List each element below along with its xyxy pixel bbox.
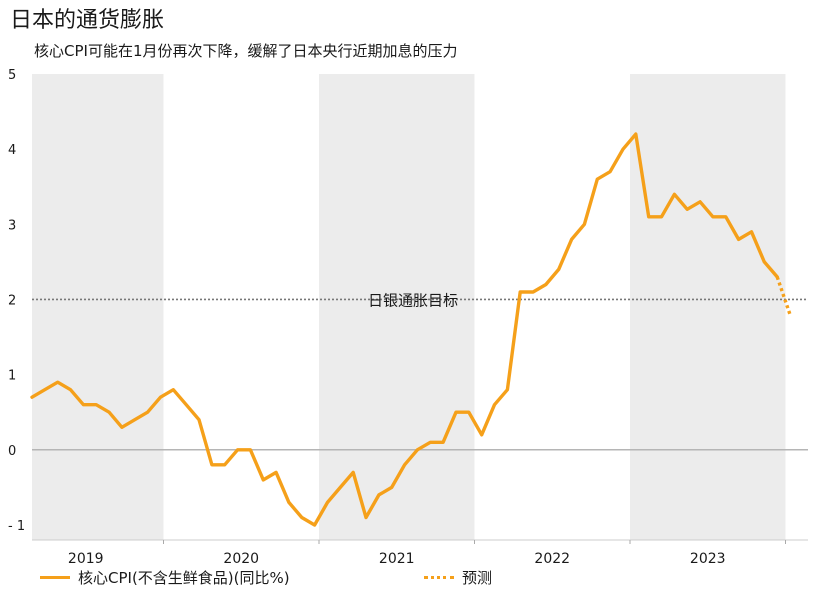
- legend-swatch-dotted: [424, 576, 454, 579]
- y-tick-label: 2: [8, 293, 16, 308]
- x-label-2022: 2022: [534, 551, 570, 567]
- x-axis-labels: 2019 2020 2021 2022 2023: [68, 540, 786, 567]
- target-label: 日银通胀目标: [368, 291, 458, 309]
- x-label-2021: 2021: [379, 551, 415, 567]
- legend: 核心CPI(不含生鲜食品)(同比%) 预测: [40, 567, 800, 591]
- legend-label-forecast: 预测: [462, 569, 493, 587]
- y-tick-label: 1: [8, 369, 16, 384]
- y-tick-label: 5: [8, 68, 16, 83]
- legend-item-forecast: 预测: [424, 567, 492, 588]
- y-axis-ticks: 5 4 3 2 1 0 - 1: [8, 68, 25, 534]
- y-tick-label: 0: [8, 444, 16, 459]
- x-label-2019: 2019: [68, 551, 104, 567]
- legend-item-actual: 核心CPI(不含生鲜食品)(同比%): [40, 567, 290, 588]
- y-tick-label: 3: [8, 218, 16, 233]
- legend-swatch-solid: [40, 576, 70, 579]
- year-band-2021: [319, 74, 475, 540]
- year-bands: [32, 74, 786, 540]
- chart-title: 日本的通货膨胀: [10, 8, 165, 33]
- y-tick-label: - 1: [8, 519, 25, 534]
- series-line-forecast: [775, 276, 792, 316]
- x-label-2020: 2020: [223, 551, 259, 567]
- series-lines: [30, 132, 792, 527]
- y-tick-label: 4: [8, 143, 16, 158]
- year-band-2019: [32, 74, 164, 540]
- chart-subtitle: 核心CPI可能在1月份再次下降，缓解了日本央行近期加息的压力: [34, 42, 458, 60]
- series-line-core-cpi: [30, 132, 779, 527]
- legend-label-actual: 核心CPI(不含生鲜食品)(同比%): [78, 569, 290, 587]
- x-label-2023: 2023: [690, 551, 726, 567]
- year-band-2023: [630, 74, 786, 540]
